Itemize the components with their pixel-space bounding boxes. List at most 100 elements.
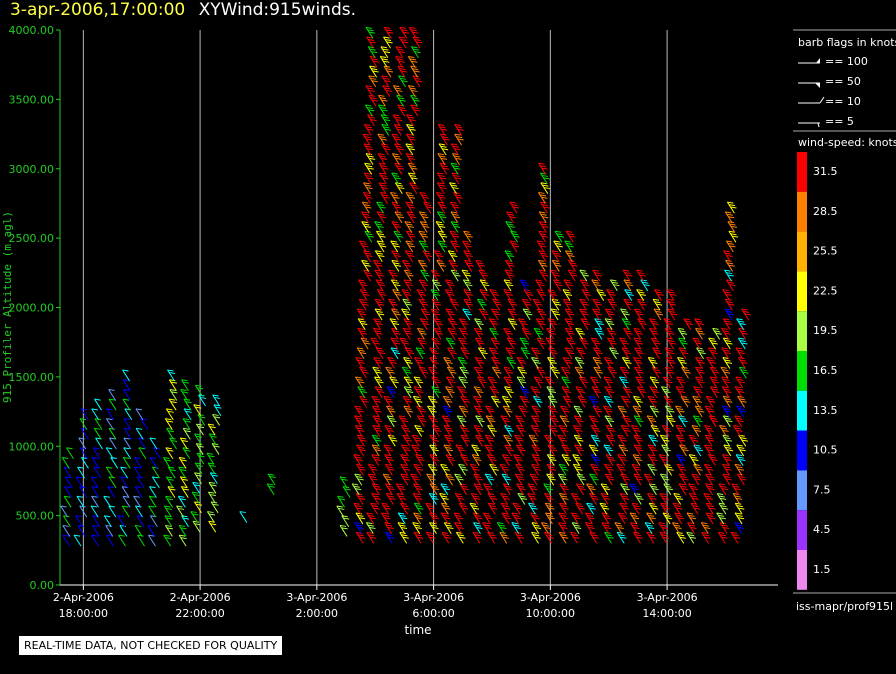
wind-barb-feather <box>529 495 536 498</box>
wind-barb-feather <box>662 505 669 508</box>
wind-barb <box>374 299 383 311</box>
wind-barb-feather <box>576 369 583 372</box>
wind-barb-feather <box>738 476 746 479</box>
wind-barb-feather <box>417 536 424 539</box>
wind-barb-feather <box>513 514 520 517</box>
wind-barb-feather <box>736 388 743 391</box>
wind-barb-feather <box>371 478 378 481</box>
wind-barb-feather <box>407 204 414 207</box>
wind-barb-feather <box>454 177 462 180</box>
wind-barb-feather <box>560 439 567 442</box>
wind-barb-feather <box>566 330 574 333</box>
wind-barb <box>600 493 609 505</box>
wind-barb <box>649 328 657 340</box>
wind-barb-feather <box>506 262 514 265</box>
wind-barb <box>633 493 642 505</box>
wind-barb-feather <box>438 262 445 265</box>
wind-barb <box>734 415 743 428</box>
wind-barb-feather <box>678 466 685 469</box>
wind-barb-feather <box>465 301 472 304</box>
wind-barb-feather <box>686 512 694 515</box>
wind-barb-feather <box>443 357 450 360</box>
wind-barb-feather <box>434 274 441 277</box>
wind-barb-feather <box>617 531 624 534</box>
wind-barb-feather <box>429 522 436 525</box>
wind-barb <box>62 515 71 527</box>
wind-barb-feather <box>592 420 599 423</box>
wind-barb-feather <box>180 459 187 462</box>
wind-barb <box>474 318 482 330</box>
wind-barb-feather <box>622 381 629 384</box>
wind-barb-feather <box>576 446 583 449</box>
wind-barb <box>383 36 391 49</box>
wind-barb <box>441 415 450 428</box>
wind-barb-feather <box>365 138 373 141</box>
wind-barb-feather <box>625 301 632 304</box>
wind-barb <box>504 444 513 457</box>
wind-barb-feather <box>594 301 601 304</box>
wind-barb-feather <box>393 310 400 313</box>
wind-barb-feather <box>386 478 393 481</box>
wind-barb-feather <box>523 308 530 311</box>
wind-barb-feather <box>91 534 98 537</box>
wind-barb <box>427 396 436 408</box>
wind-barb-feather <box>606 310 613 313</box>
wind-barb-feather <box>339 524 347 527</box>
wind-barb-feather <box>471 444 478 447</box>
wind-barb-feather <box>426 206 433 209</box>
wind-barb-feather <box>385 89 392 92</box>
wind-barb <box>511 512 520 525</box>
wind-barb <box>622 386 631 398</box>
wind-barb-feather <box>450 221 458 224</box>
wind-barb-feather <box>431 437 438 440</box>
wind-barb <box>473 386 482 398</box>
wind-barb <box>564 318 573 330</box>
wind-barb-feather <box>592 437 599 440</box>
wind-barb <box>370 502 378 515</box>
wind-barb <box>372 366 381 379</box>
wind-barb-feather <box>376 252 383 255</box>
wind-barb <box>390 192 398 204</box>
wind-barb-feather <box>492 398 500 401</box>
wind-barb-feather <box>387 415 394 418</box>
wind-barb-feather <box>426 531 433 534</box>
wind-barb-feather <box>466 235 473 238</box>
wind-barb-feather <box>445 289 452 292</box>
wind-barb-feather <box>480 310 487 313</box>
wind-barb-feather <box>382 48 389 51</box>
wind-barb-feather <box>383 77 390 80</box>
wind-barb-feather <box>362 245 369 248</box>
wind-barb-feather <box>526 313 533 316</box>
wind-barb-feather <box>691 425 699 428</box>
wind-barb-feather <box>634 429 641 432</box>
wind-barb-feather <box>509 201 517 204</box>
wind-barb-feather <box>663 446 670 449</box>
wind-barb-feather <box>506 446 513 449</box>
wind-barb-feather <box>353 485 360 488</box>
wind-barb-feather <box>569 235 576 238</box>
wind-barb-feather <box>726 213 733 216</box>
wind-barb-feather <box>401 444 408 447</box>
wind-barb <box>103 515 112 527</box>
wind-barb-feather <box>707 429 714 432</box>
wind-barb-feather <box>607 391 615 394</box>
wind-barb-feather <box>381 194 389 197</box>
wind-barb <box>369 56 378 68</box>
wind-barb-feather <box>681 342 688 345</box>
wind-barb <box>721 328 730 340</box>
wind-barb-feather <box>418 340 426 343</box>
wind-barb-feather <box>649 376 657 379</box>
wind-barb-feather <box>545 485 552 488</box>
wind-barb-feather <box>728 264 735 267</box>
wind-barb-feather <box>518 485 525 488</box>
wind-barb-feather <box>180 527 187 530</box>
wind-barb-feather <box>636 400 643 403</box>
wind-barb <box>418 279 427 292</box>
wind-barb-feather <box>432 517 439 520</box>
wind-barb-feather <box>184 430 191 433</box>
wind-barb-feather <box>701 531 708 534</box>
wind-barb <box>501 473 510 486</box>
wind-barb <box>536 366 544 379</box>
wind-barb-feather <box>736 405 743 408</box>
wind-barb-feather <box>656 313 664 316</box>
